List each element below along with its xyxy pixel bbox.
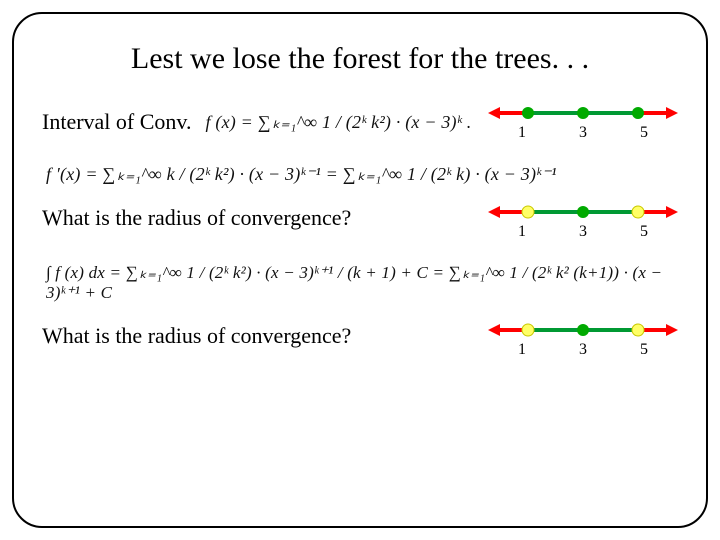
endpoint-right-open-dot (632, 324, 644, 336)
tick-5: 5 (640, 341, 648, 359)
endpoint-right-dot (632, 107, 644, 119)
formula-integral: ∫ f (x) dx = ∑ ₖ₌₁^∞ 1 / (2ᵏ k²) · (x − … (46, 263, 662, 302)
tick-3: 3 (579, 223, 587, 241)
arrowhead-right-icon (666, 324, 678, 336)
tick-1: 1 (518, 341, 526, 359)
numline-3-labels: 1 3 5 (488, 341, 678, 359)
row-interval: Interval of Conv. f (x) = ∑ ₖ₌₁^∞ 1 / (2… (42, 98, 678, 146)
slide-frame: Lest we lose the forest for the trees. .… (12, 12, 708, 528)
tick-5: 5 (640, 124, 648, 142)
tick-1: 1 (518, 124, 526, 142)
center-dot (577, 107, 589, 119)
tick-1: 1 (518, 223, 526, 241)
row-question-1: What is the radius of convergence? 1 3 5 (42, 197, 678, 245)
endpoint-left-open-dot (522, 206, 534, 218)
row-question-2: What is the radius of convergence? 1 3 5 (42, 315, 678, 363)
tick-5: 5 (640, 223, 648, 241)
arrowhead-left-icon (488, 107, 500, 119)
tick-3: 3 (579, 124, 587, 142)
endpoint-left-dot (522, 107, 534, 119)
tick-3: 3 (579, 341, 587, 359)
number-line-2: 1 3 5 (488, 197, 678, 245)
interval-label: Interval of Conv. (42, 109, 191, 135)
fprime-block: f ′(x) = ∑ ₖ₌₁^∞ k / (2ᵏ k²) · (x − 3)ᵏ⁻… (46, 164, 678, 185)
question-1: What is the radius of convergence? (42, 205, 351, 231)
numline-2-labels: 1 3 5 (488, 223, 678, 241)
endpoint-right-open-dot (632, 206, 644, 218)
formula-f: f (x) = ∑ ₖ₌₁^∞ 1 / (2ᵏ k²) · (x − 3)ᵏ . (205, 112, 471, 133)
arrowhead-left-icon (488, 206, 500, 218)
arrowhead-right-icon (666, 107, 678, 119)
slide-title: Lest we lose the forest for the trees. .… (42, 42, 678, 76)
formula-fprime: f ′(x) = ∑ ₖ₌₁^∞ k / (2ᵏ k²) · (x − 3)ᵏ⁻… (46, 164, 557, 184)
center-dot (577, 324, 589, 336)
number-line-3: 1 3 5 (488, 315, 678, 363)
number-line-1: 1 3 5 (488, 98, 678, 146)
endpoint-left-open-dot (522, 324, 534, 336)
arrowhead-left-icon (488, 324, 500, 336)
integral-block: ∫ f (x) dx = ∑ ₖ₌₁^∞ 1 / (2ᵏ k²) · (x − … (46, 263, 678, 303)
question-2: What is the radius of convergence? (42, 323, 351, 349)
arrowhead-right-icon (666, 206, 678, 218)
numline-1-labels: 1 3 5 (488, 124, 678, 142)
center-dot (577, 206, 589, 218)
